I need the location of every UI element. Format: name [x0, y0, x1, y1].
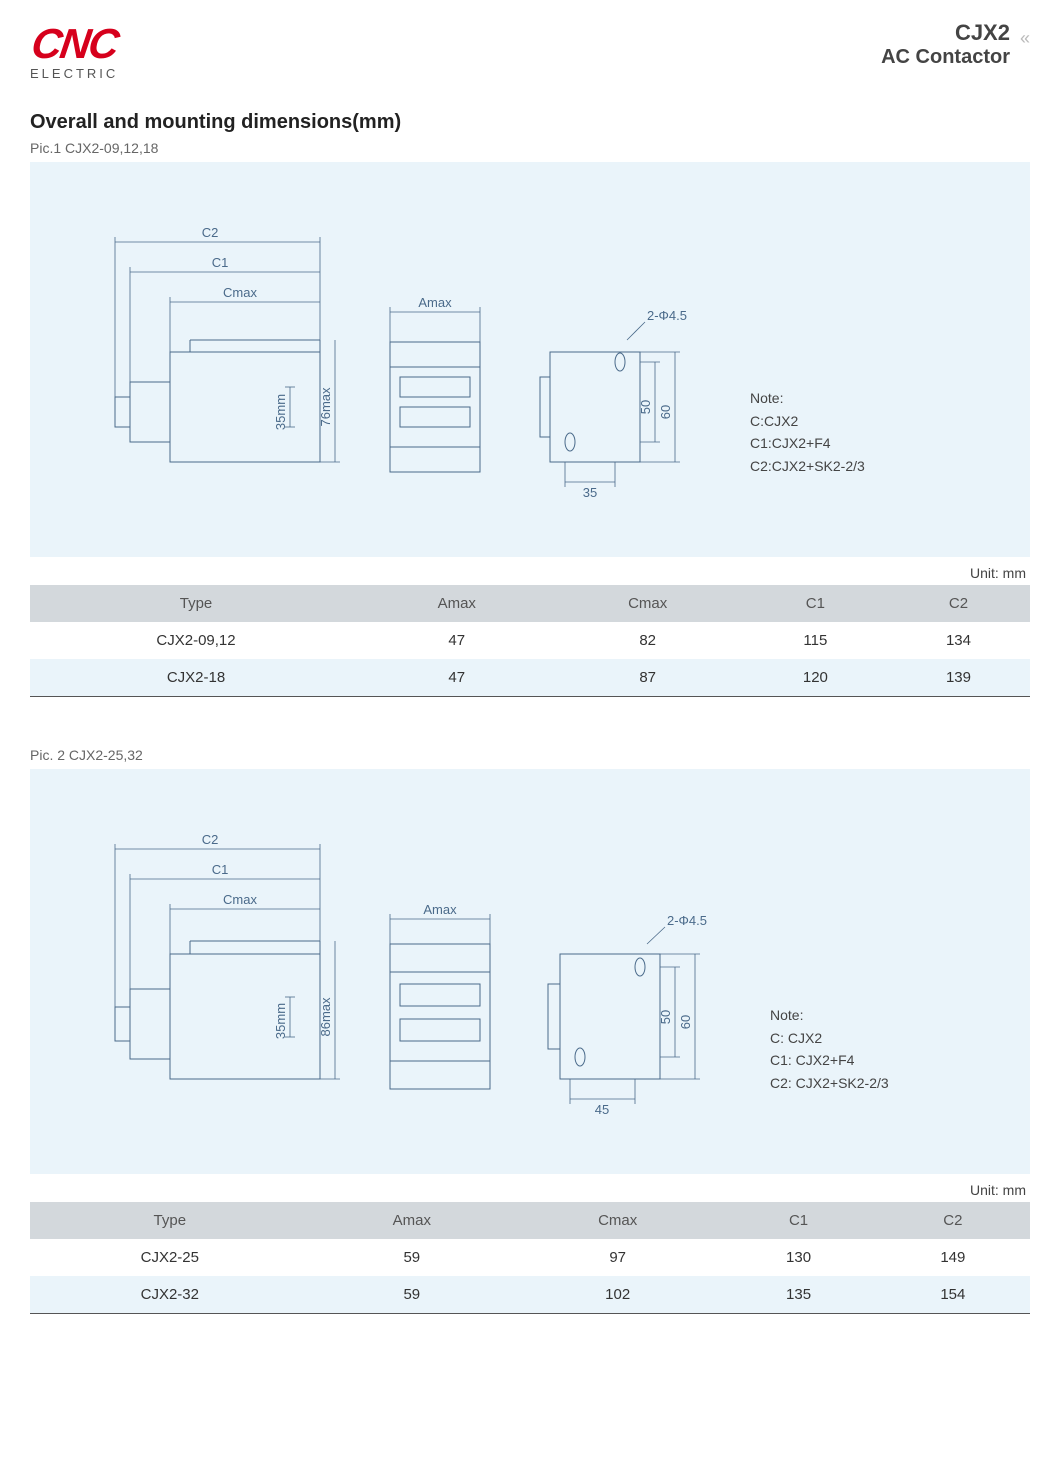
- unit-label-1: Unit: mm: [30, 565, 1026, 581]
- chevron-icon: «: [1020, 28, 1030, 49]
- dim-76max: 76max: [318, 387, 333, 427]
- product-title: CJX2 AC Contactor «: [881, 20, 1030, 69]
- dim-50: 50: [638, 400, 653, 414]
- note-line3: C2: CJX2+SK2-2/3: [770, 1072, 889, 1094]
- note-line2: C1:CJX2+F4: [750, 432, 865, 454]
- note-line3: C2:CJX2+SK2-2/3: [750, 455, 865, 477]
- col-amax: Amax: [310, 1202, 514, 1239]
- dim-holes: 2-Φ4.5: [647, 308, 687, 323]
- pic1-table: Type Amax Cmax C1 C2 CJX2-09,12 47 82 11…: [30, 585, 1030, 697]
- unit-label-2: Unit: mm: [30, 1182, 1026, 1198]
- pic1-diagram-panel: C2 C1 Cmax 35mm 76max: [30, 162, 1030, 557]
- note-title: Note:: [750, 387, 865, 409]
- section-title: Overall and mounting dimensions(mm): [30, 111, 1030, 134]
- note-line2: C1: CJX2+F4: [770, 1049, 889, 1071]
- pic2-label: Pic. 2 CJX2-25,32: [30, 747, 1030, 763]
- pic2-table: Type Amax Cmax C1 C2 CJX2-25 59 97 130 1…: [30, 1202, 1030, 1314]
- pic1-side-view: C2 C1 Cmax 35mm 76max: [60, 212, 340, 517]
- pic2-back-view: 2-Φ4.5 50 60 45: [540, 819, 730, 1134]
- dim-35mm: 35mm: [273, 394, 288, 430]
- dim-c1: C1: [212, 862, 229, 877]
- product-name: AC Contactor: [881, 46, 1010, 69]
- col-type: Type: [30, 585, 362, 622]
- pic1-note: Note: C:CJX2 C1:CJX2+F4 C2:CJX2+SK2-2/3: [750, 387, 865, 477]
- table-row: CJX2-09,12 47 82 115 134: [30, 622, 1030, 659]
- pic2-side-view: C2 C1 Cmax 35mm 86max: [60, 819, 340, 1134]
- col-type: Type: [30, 1202, 310, 1239]
- dim-60: 60: [658, 405, 673, 419]
- dim-holes: 2-Φ4.5: [667, 913, 707, 928]
- dim-cmax: Cmax: [223, 892, 257, 907]
- dim-35w: 35: [583, 485, 597, 500]
- page-header: CNC ELECTRIC CJX2 AC Contactor «: [30, 20, 1030, 81]
- dim-c2: C2: [202, 832, 219, 847]
- pic2-front-view: Amax: [370, 819, 510, 1134]
- dim-45w: 45: [595, 1102, 609, 1117]
- col-c1: C1: [744, 585, 887, 622]
- pic1-back-view: 2-Φ4.5 50 60 35: [530, 212, 710, 517]
- dim-50: 50: [658, 1010, 673, 1024]
- note-line1: C: CJX2: [770, 1027, 889, 1049]
- table-row: CJX2-18 47 87 120 139: [30, 659, 1030, 697]
- col-cmax: Cmax: [551, 585, 743, 622]
- logo: CNC ELECTRIC: [30, 20, 118, 81]
- dim-c1: C1: [212, 255, 229, 270]
- pic2-diagram-panel: C2 C1 Cmax 35mm 86max: [30, 769, 1030, 1174]
- dim-c2: C2: [202, 225, 219, 240]
- col-cmax: Cmax: [514, 1202, 721, 1239]
- table-row: CJX2-25 59 97 130 149: [30, 1239, 1030, 1276]
- pic2-note: Note: C: CJX2 C1: CJX2+F4 C2: CJX2+SK2-2…: [770, 1004, 889, 1094]
- dim-cmax: Cmax: [223, 285, 257, 300]
- logo-text: CNC: [28, 20, 120, 68]
- logo-subtext: ELECTRIC: [30, 66, 118, 81]
- dim-60: 60: [678, 1015, 693, 1029]
- dim-35mm: 35mm: [273, 1003, 288, 1039]
- note-title: Note:: [770, 1004, 889, 1026]
- col-c1: C1: [721, 1202, 875, 1239]
- col-amax: Amax: [362, 585, 551, 622]
- pic1-front-view: Amax: [370, 212, 500, 517]
- product-code: CJX2: [881, 20, 1010, 46]
- dim-amax: Amax: [423, 902, 457, 917]
- pic1-label: Pic.1 CJX2-09,12,18: [30, 140, 1030, 156]
- col-c2: C2: [876, 1202, 1030, 1239]
- dim-86max: 86max: [318, 997, 333, 1037]
- dim-amax: Amax: [418, 295, 452, 310]
- note-line1: C:CJX2: [750, 410, 865, 432]
- col-c2: C2: [887, 585, 1030, 622]
- table-row: CJX2-32 59 102 135 154: [30, 1276, 1030, 1314]
